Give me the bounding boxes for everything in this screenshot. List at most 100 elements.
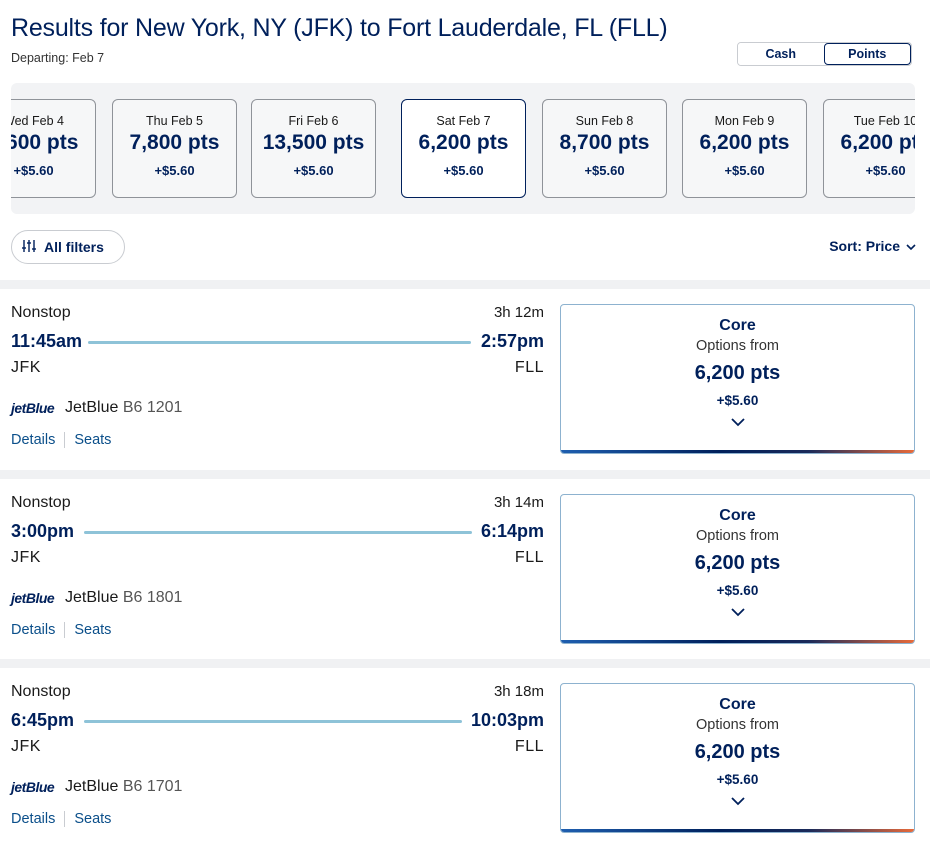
- airline-name: JetBlue: [65, 399, 119, 416]
- fare-options-label: Options from: [696, 528, 779, 544]
- date-points: 7,800 pts: [129, 131, 220, 154]
- divider: [0, 470, 930, 479]
- fare-card-core[interactable]: Core Options from 6,200 pts +$5.60: [560, 683, 915, 833]
- all-filters-label: All filters: [44, 239, 104, 255]
- link-divider: [64, 622, 66, 638]
- fare-tax: +$5.60: [716, 583, 759, 598]
- date-label: Fri Feb 6: [288, 114, 339, 128]
- date-label: Sun Feb 8: [575, 114, 634, 128]
- flight-number: B6 1201: [122, 399, 183, 416]
- jetblue-logo: jetBlue: [11, 779, 55, 795]
- fare-options-label: Options from: [696, 338, 779, 354]
- divider: [0, 280, 930, 289]
- flight-links: Details Seats: [11, 432, 111, 448]
- date-tax: +$5.60: [13, 163, 54, 178]
- route-line: [84, 720, 462, 723]
- cash-button[interactable]: Cash: [738, 43, 824, 65]
- route-line: [88, 341, 471, 344]
- seats-link[interactable]: Seats: [74, 811, 112, 827]
- all-filters-button[interactable]: All filters: [11, 230, 125, 264]
- currency-toggle: Cash Points: [737, 42, 912, 66]
- details-link[interactable]: Details: [11, 622, 56, 638]
- duration: 3h 12m: [493, 304, 544, 321]
- departure-time: 6:45pm: [11, 710, 75, 730]
- date-label: Wed Feb 4: [11, 114, 64, 128]
- flight-row: Nonstop 3h 14m 3:00pm 6:14pm JFK FLL jet…: [0, 480, 930, 661]
- flight-number: B6 1701: [122, 778, 183, 795]
- link-divider: [64, 811, 66, 827]
- sliders-icon: [22, 239, 36, 256]
- date-points: 6,200 pts: [699, 131, 790, 154]
- fare-points: 6,200 pts: [694, 741, 781, 763]
- fare-card-core[interactable]: Core Options from 6,200 pts +$5.60: [560, 304, 915, 454]
- airline-info: JetBlue B6 1201: [65, 399, 182, 417]
- date-card-selected[interactable]: Sat Feb 7 6,200 pts +$5.60: [401, 99, 526, 198]
- date-label: Sat Feb 7: [436, 114, 491, 128]
- link-divider: [64, 432, 66, 448]
- date-card[interactable]: Mon Feb 9 6,200 pts +$5.60: [682, 99, 807, 198]
- duration: 3h 18m: [493, 683, 544, 700]
- flight-number: B6 1801: [122, 589, 183, 606]
- chevron-down-icon[interactable]: [561, 793, 914, 811]
- airline-info: JetBlue B6 1701: [65, 778, 182, 796]
- sort-label: Sort: Price: [829, 238, 900, 254]
- seats-link[interactable]: Seats: [74, 432, 112, 448]
- airline-name: JetBlue: [65, 778, 119, 795]
- stops-label: Nonstop: [11, 304, 71, 321]
- date-points: 6,200 pts: [418, 131, 509, 154]
- origin-airport: JFK: [11, 549, 41, 566]
- destination-airport: FLL: [514, 549, 544, 566]
- chevron-down-icon[interactable]: [561, 604, 914, 622]
- date-points: 7,600 pts: [11, 131, 79, 154]
- fare-options-label: Options from: [696, 717, 779, 733]
- fare-points: 6,200 pts: [694, 552, 781, 574]
- fare-class: Core: [719, 317, 756, 334]
- fare-card-core[interactable]: Core Options from 6,200 pts +$5.60: [560, 494, 915, 644]
- destination-airport: FLL: [514, 359, 544, 376]
- details-link[interactable]: Details: [11, 432, 56, 448]
- stops-label: Nonstop: [11, 494, 71, 511]
- date-points: 6,200 pts: [840, 131, 915, 154]
- date-points: 8,700 pts: [559, 131, 650, 154]
- sort-dropdown[interactable]: Sort: Price: [829, 238, 916, 254]
- divider: [0, 659, 930, 668]
- chevron-down-icon[interactable]: [561, 414, 914, 432]
- date-tax: +$5.60: [584, 163, 625, 178]
- fare-class: Core: [719, 696, 756, 713]
- origin-airport: JFK: [11, 738, 41, 755]
- date-tax: +$5.60: [724, 163, 765, 178]
- flight-links: Details Seats: [11, 811, 111, 827]
- arrival-time: 10:03pm: [470, 710, 544, 730]
- date-label: Thu Feb 5: [146, 114, 203, 128]
- date-card[interactable]: Thu Feb 5 7,800 pts +$5.60: [112, 99, 237, 198]
- departure-time: 3:00pm: [11, 521, 75, 541]
- flight-row: Nonstop 3h 18m 6:45pm 10:03pm JFK FLL je…: [0, 669, 930, 848]
- departing-date: Departing: Feb 7: [11, 51, 105, 65]
- date-strip[interactable]: Wed Feb 4 7,600 pts +$5.60 Thu Feb 5 7,8…: [11, 83, 915, 214]
- details-link[interactable]: Details: [11, 811, 56, 827]
- jetblue-logo: jetBlue: [11, 400, 55, 416]
- fare-tax: +$5.60: [716, 393, 759, 408]
- date-card[interactable]: Sun Feb 8 8,700 pts +$5.60: [542, 99, 667, 198]
- date-card[interactable]: Tue Feb 10 6,200 pts +$5.60: [823, 99, 915, 198]
- date-label: Tue Feb 10: [853, 114, 915, 128]
- date-tax: +$5.60: [865, 163, 906, 178]
- origin-airport: JFK: [11, 359, 41, 376]
- fare-accent-bar: [561, 829, 914, 832]
- chevron-down-icon: [906, 238, 916, 254]
- date-points: 13,500 pts: [262, 131, 365, 154]
- date-card[interactable]: Wed Feb 4 7,600 pts +$5.60: [11, 99, 96, 198]
- fare-accent-bar: [561, 640, 914, 643]
- flight-row: Nonstop 3h 12m 11:45am 2:57pm JFK FLL je…: [0, 290, 930, 471]
- date-tax: +$5.60: [443, 163, 484, 178]
- jetblue-logo: jetBlue: [11, 590, 55, 606]
- seats-link[interactable]: Seats: [74, 622, 112, 638]
- date-card[interactable]: Fri Feb 6 13,500 pts +$5.60: [251, 99, 376, 198]
- fare-tax: +$5.60: [716, 772, 759, 787]
- points-button[interactable]: Points: [823, 43, 911, 65]
- fare-class: Core: [719, 507, 756, 524]
- airline-name: JetBlue: [65, 589, 119, 606]
- arrival-time: 6:14pm: [480, 521, 544, 541]
- flight-links: Details Seats: [11, 622, 111, 638]
- stops-label: Nonstop: [11, 683, 71, 700]
